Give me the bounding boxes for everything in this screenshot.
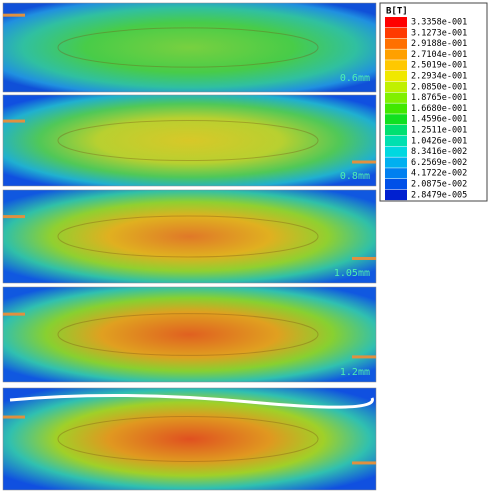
legend-label: 3.1273e-001 [411,28,467,38]
electrode-left [3,415,25,419]
legend-swatch [385,27,407,39]
field-core [57,27,319,68]
legend-swatch [385,81,407,93]
legend-label: 8.3416e-002 [411,147,467,157]
legend-swatch [385,189,407,201]
legend-swatch [385,179,407,190]
legend-label: 1.0426e-001 [411,136,467,146]
legend-label: 2.0850e-001 [411,82,467,92]
field-panel [2,286,377,383]
panel-label: 1.2mm [340,367,370,378]
field-panel [2,94,377,187]
legend-label: 1.4596e-001 [411,115,467,125]
legend-label: 2.9188e-001 [411,39,467,49]
electrode-left [3,215,25,219]
panel-label: 0.6mm [340,73,370,84]
legend-label: 2.5019e-001 [411,61,467,71]
legend-label: 2.0875e-002 [411,180,467,190]
legend-swatch [385,103,407,114]
field-core [57,416,319,462]
legend-label: 1.8765e-001 [411,93,467,103]
legend-swatch [385,125,407,136]
electrode-right [352,160,376,164]
legend-swatch [385,38,407,49]
electrode-right [352,355,376,359]
legend-swatch [385,71,407,82]
legend-label: 1.6680e-001 [411,104,467,114]
electrode-left [3,119,25,123]
electrode-left [3,312,25,316]
field-panel [2,2,377,93]
panel-label: 0.8mm [340,171,370,182]
legend-label: 1.2511e-001 [411,126,467,136]
legend-label: 6.2569e-002 [411,158,467,168]
legend-swatch [385,168,407,179]
legend-title: B[T] [386,7,408,17]
legend-swatch [385,157,407,168]
field-core [57,313,319,356]
legend-swatch [385,135,407,147]
legend-swatch [385,17,407,28]
legend-swatch [385,49,407,60]
electrode-right [352,461,376,465]
legend-label: 2.7104e-001 [411,50,467,60]
field-panel [2,189,377,284]
legend-label: 3.3358e-001 [411,18,467,28]
legend-label: 2.2934e-001 [411,72,467,82]
legend-swatch [385,146,407,157]
white-streak [9,393,374,409]
legend-swatch [385,92,407,103]
panel-label: 1.05mm [334,268,370,279]
legend-swatch [385,60,407,71]
legend-label: 4.1722e-002 [411,169,467,179]
field-core [57,215,319,258]
field-core [57,119,319,162]
electrode-left [3,13,25,17]
legend-swatch [385,114,407,125]
field-panel [2,387,377,491]
legend-label: 2.8479e-005 [411,190,467,200]
electrode-right [352,256,376,260]
